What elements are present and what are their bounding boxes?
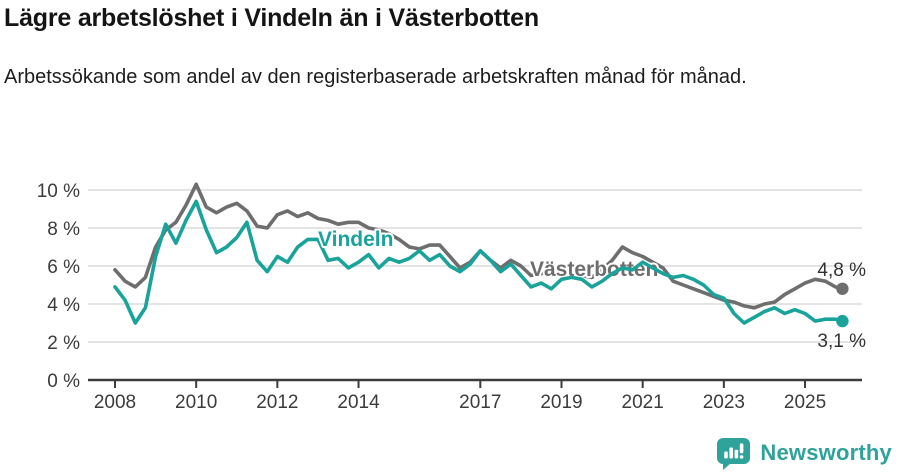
series-label-vindeln: Vindeln bbox=[318, 228, 393, 251]
end-value-label-vasterbotten: 4,8 % bbox=[817, 260, 866, 281]
x-tick-label: 2019 bbox=[540, 392, 582, 413]
chart-subtitle: Arbetssökande som andel av den registerb… bbox=[4, 66, 747, 88]
series-end-dot-vasterbotten bbox=[836, 282, 849, 295]
series-line-vindeln bbox=[113, 199, 845, 325]
series-line-vasterbotten bbox=[113, 182, 845, 310]
chart-canvas: 2008 2010 2012 2014 2017 2019 2021 2023 2025 0 % 2… bbox=[37, 181, 866, 413]
y-tick-label: 6 % bbox=[47, 257, 80, 278]
x-tick-label: 2012 bbox=[256, 392, 298, 413]
x-tick-label: 2014 bbox=[337, 392, 380, 413]
x-tick-label: 2010 bbox=[175, 392, 217, 413]
x-tick-label: 2025 bbox=[784, 392, 826, 413]
newsworthy-brand-link[interactable]: Newsworthy bbox=[716, 435, 892, 471]
y-tick-label: 0 % bbox=[47, 371, 80, 392]
page-title: Lägre arbetslöshet i Vindeln än i Väster… bbox=[4, 4, 539, 32]
end-value-label-vindeln: 3,1 % bbox=[817, 331, 866, 352]
newsworthy-logo-icon bbox=[716, 437, 751, 470]
unemployment-line-chart: 2008 2010 2012 2014 2017 2019 2021 2023 2025 0 % 2… bbox=[0, 158, 900, 416]
x-tick-label: 2023 bbox=[703, 392, 745, 413]
y-tick-label: 4 % bbox=[47, 295, 80, 316]
x-tick-label: 2021 bbox=[622, 392, 664, 413]
x-tick-label: 2017 bbox=[459, 392, 501, 413]
y-tick-label: 8 % bbox=[47, 219, 80, 240]
x-tick-label: 2008 bbox=[94, 392, 136, 413]
newsworthy-brand-label: Newsworthy bbox=[760, 440, 892, 465]
series-end-dot-vindeln bbox=[836, 314, 849, 328]
series-label-vasterbotten: Västerbotten bbox=[530, 258, 658, 281]
y-tick-label: 2 % bbox=[47, 333, 80, 354]
y-tick-label: 10 % bbox=[37, 181, 80, 202]
